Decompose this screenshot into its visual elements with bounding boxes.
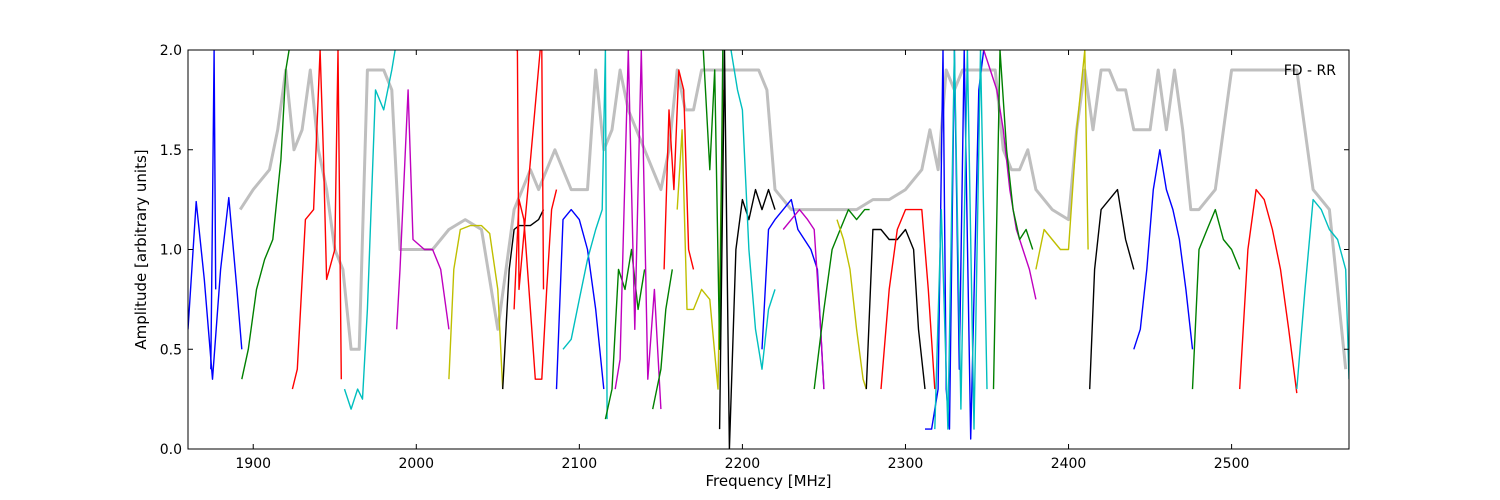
series-line-6 xyxy=(396,89,450,330)
x-tick-label: 2100 xyxy=(562,456,598,472)
series-line-2 xyxy=(210,50,217,370)
y-tick-label: 0.0 xyxy=(160,442,182,458)
x-tick-label: 2300 xyxy=(888,456,924,472)
series-line-20 xyxy=(730,50,776,370)
series-line-26 xyxy=(880,208,936,390)
y-tick-label: 1.0 xyxy=(160,243,182,259)
series-line-13 xyxy=(604,248,646,420)
x-axis-ticks: 1900 2000 2100 2200 2300 2400 2500 xyxy=(235,50,1249,472)
series-line-29 xyxy=(983,50,1037,300)
series-line-12 xyxy=(562,50,608,420)
series-line-16 xyxy=(663,69,695,270)
series-line-31 xyxy=(1035,50,1089,270)
y-axis-label: Amplitude [arbitrary units] xyxy=(132,149,150,349)
series-line-30 xyxy=(992,50,1034,390)
series-line-1 xyxy=(188,196,243,380)
series-line-23 xyxy=(813,208,870,390)
series-line-15 xyxy=(652,269,673,410)
x-tick-label: 1900 xyxy=(235,456,271,472)
series-line-32 xyxy=(1089,188,1135,390)
series-line-18 xyxy=(702,50,724,350)
series-line-28 xyxy=(934,50,988,430)
series-line-14 xyxy=(614,50,662,410)
series-layer xyxy=(188,50,1349,449)
series-line-34 xyxy=(1191,208,1241,390)
series-line-27 xyxy=(925,50,985,440)
series-line-35 xyxy=(1239,188,1298,394)
background-trace xyxy=(238,68,1348,370)
series-line-21 xyxy=(761,198,825,390)
series-line-4 xyxy=(291,50,342,390)
series-line-36 xyxy=(1296,198,1349,390)
y-tick-label: 1.5 xyxy=(160,143,182,159)
x-tick-label: 2500 xyxy=(1214,456,1250,472)
series-line-8 xyxy=(502,209,545,390)
y-tick-label: 0.5 xyxy=(160,342,182,358)
plot-annotation: FD - RR xyxy=(1284,63,1337,79)
series-line-9 xyxy=(513,189,558,380)
series-line-25 xyxy=(865,228,926,390)
series-line-24 xyxy=(836,219,867,390)
series-line-3 xyxy=(241,50,290,380)
series-line-33 xyxy=(1133,149,1194,350)
series-line-7 xyxy=(448,224,504,390)
x-tick-label: 2200 xyxy=(725,456,761,472)
series-line-17 xyxy=(676,89,724,390)
x-tick-label: 2000 xyxy=(398,456,434,472)
x-axis-label: Frequency [MHz] xyxy=(705,472,831,490)
series-line-10 xyxy=(515,50,545,291)
series-line-19 xyxy=(718,50,776,449)
y-tick-label: 2.0 xyxy=(160,43,182,59)
series-line-5 xyxy=(343,50,396,410)
x-tick-label: 2400 xyxy=(1051,456,1087,472)
y-axis-ticks: 0.0 0.5 1.0 1.5 2.0 xyxy=(160,43,1349,458)
series-line-11 xyxy=(555,208,605,390)
series-line-22 xyxy=(782,208,825,390)
